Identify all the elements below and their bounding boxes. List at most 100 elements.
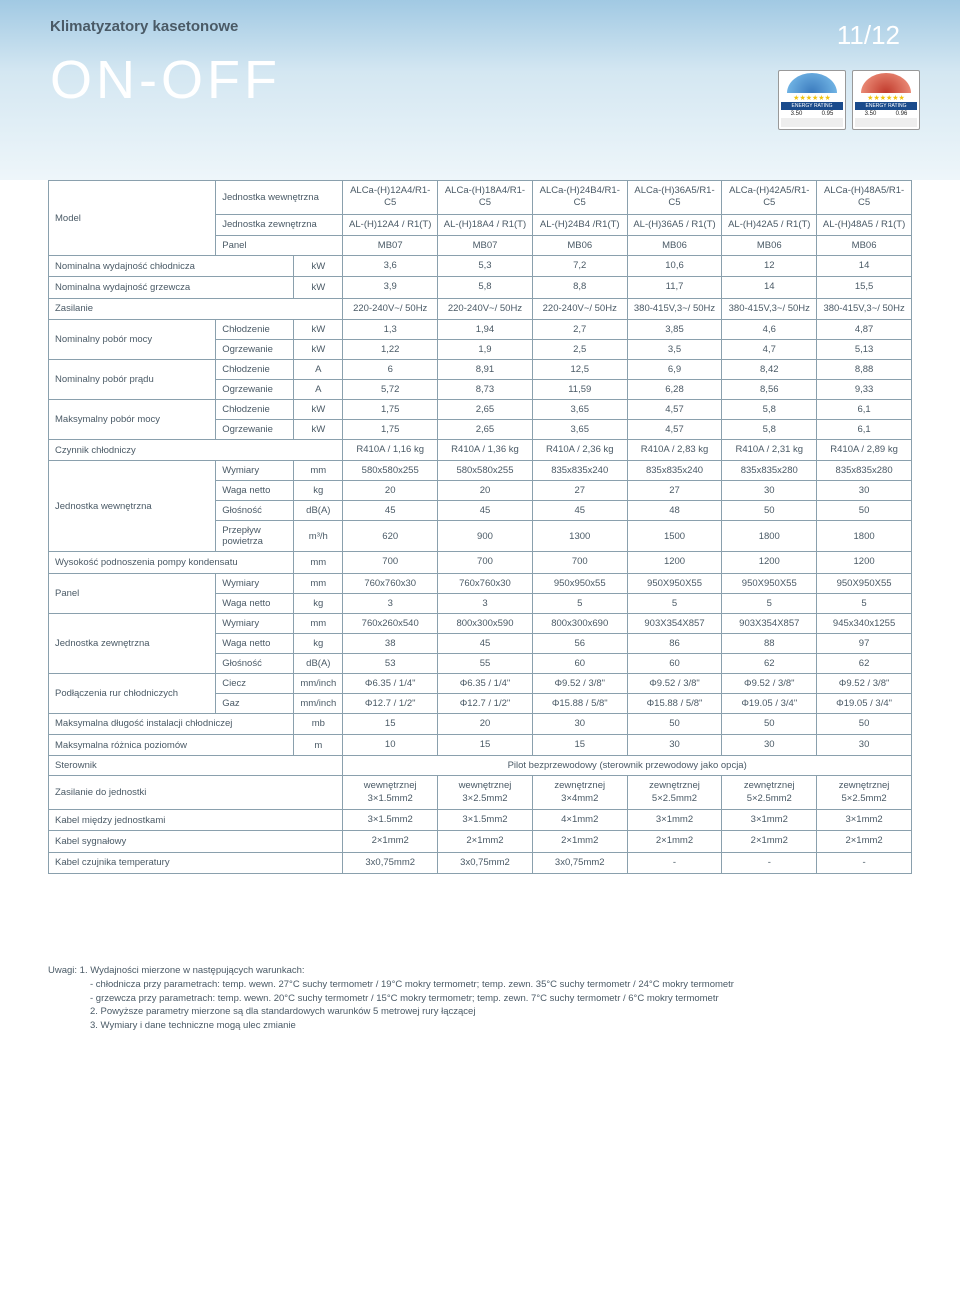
cell-value: 50 [722, 713, 817, 734]
model-outdoor: AL-(H)36A5 / R1(T) [627, 214, 722, 235]
table-row: Maksymalna różnica poziomówm101515303030 [49, 735, 912, 756]
cell-value: 56 [532, 633, 627, 653]
model-outdoor: AL-(H)18A4 / R1(T) [438, 214, 533, 235]
cell-value: 30 [532, 713, 627, 734]
cell-value: R410A / 2,89 kg [817, 440, 912, 461]
cell-value: 580x580x255 [343, 461, 438, 481]
row-unit: A [294, 380, 343, 400]
row-unit: kW [294, 277, 343, 298]
cell-value: 1200 [722, 552, 817, 573]
table-row: Wysokość podnoszenia pompy kondensatumm7… [49, 552, 912, 573]
cell-value: 5,3 [438, 256, 533, 277]
cell-value: 2×1mm2 [343, 831, 438, 852]
row-label: Sterownik [49, 756, 343, 776]
table-row: SterownikPilot bezprzewodowy (sterownik … [49, 756, 912, 776]
cell-value: 8,42 [722, 360, 817, 380]
table-row: Nominalna wydajność grzewczakW3,95,88,81… [49, 277, 912, 298]
row-unit: mm/inch [294, 673, 343, 693]
row-sublabel: Chłodzenie [216, 400, 294, 420]
row-sublabel: Przepływ powietrza [216, 521, 294, 552]
cell-value: 20 [438, 481, 533, 501]
cell-value: 7,2 [532, 256, 627, 277]
cell-value: 10,6 [627, 256, 722, 277]
table-row: Zasilanie do jednostkiwewnętrznej 3×1.5m… [49, 776, 912, 810]
cell-value: 1,3 [343, 320, 438, 340]
cell-value: Φ6.35 / 1/4" [343, 673, 438, 693]
row-sublabel: Chłodzenie [216, 320, 294, 340]
table-row: PanelWymiarymm760x760x30760x760x30950x95… [49, 573, 912, 593]
row-unit: kW [294, 400, 343, 420]
table-row: Kabel czujnika temperatury3x0,75mm23x0,7… [49, 852, 912, 873]
row-sublabel: Głośność [216, 501, 294, 521]
row-sublabel: Wymiary [216, 573, 294, 593]
cell-value: 5,8 [722, 400, 817, 420]
row-sublabel: Wymiary [216, 461, 294, 481]
cell-value: 14 [722, 277, 817, 298]
cell-value: 2×1mm2 [532, 831, 627, 852]
cell-value: 220-240V~/ 50Hz [438, 298, 533, 319]
cell-value: wewnętrznej 3×2.5mm2 [438, 776, 533, 810]
cell-value: 903X354X857 [722, 613, 817, 633]
cell-value: 5,72 [343, 380, 438, 400]
model-indoor: ALCa-(H)24B4/R1-C5 [532, 181, 627, 215]
cell-value: 2×1mm2 [817, 831, 912, 852]
cell-value: 950X950X55 [627, 573, 722, 593]
cell-value: 5,8 [438, 277, 533, 298]
cell-value: 835x835x280 [722, 461, 817, 481]
row-span-value: Pilot bezprzewodowy (sterownik przewodow… [343, 756, 912, 776]
cell-value: 900 [438, 521, 533, 552]
cell-value: - [817, 852, 912, 873]
cell-value: 1,22 [343, 340, 438, 360]
cell-value: 4,7 [722, 340, 817, 360]
row-label: Nominalny pobór mocy [49, 320, 216, 360]
row-unit: mb [294, 713, 343, 734]
cell-value: 1,75 [343, 400, 438, 420]
cell-value: 15 [438, 735, 533, 756]
cell-value: 9,33 [817, 380, 912, 400]
energy-badge-cool: ★★★★★★ ENERGY RATING 3.500.95 [778, 70, 846, 130]
cell-value: 3,9 [343, 277, 438, 298]
cell-value: 950X950X55 [817, 573, 912, 593]
cell-value: 30 [817, 735, 912, 756]
cell-value: 15,5 [817, 277, 912, 298]
cell-value: Φ15.88 / 5/8" [532, 693, 627, 713]
cell-value: 760x760x30 [438, 573, 533, 593]
cell-value: zewnętrznej 3×4mm2 [532, 776, 627, 810]
cell-value: 700 [438, 552, 533, 573]
cell-value: 2×1mm2 [722, 831, 817, 852]
cell-value: 3×1mm2 [817, 810, 912, 831]
cell-value: wewnętrznej 3×1.5mm2 [343, 776, 438, 810]
cell-value: 5 [817, 593, 912, 613]
model-outdoor: AL-(H)42A5 / R1(T) [722, 214, 817, 235]
page-header: Klimatyzatory kasetonowe ON-OFF 11/12 ★★… [0, 0, 960, 180]
cell-value: 220-240V~/ 50Hz [532, 298, 627, 319]
spec-table: ModelJednostka wewnętrznaALCa-(H)12A4/R1… [48, 180, 912, 874]
cell-value: Φ19.05 / 3/4" [722, 693, 817, 713]
cell-value: 760x260x540 [343, 613, 438, 633]
row-sublabel: Wymiary [216, 613, 294, 633]
badge-val: 3.50 [791, 111, 803, 117]
cell-value: 835x835x240 [532, 461, 627, 481]
model-panel: MB06 [817, 236, 912, 256]
cell-value: 2,5 [532, 340, 627, 360]
row-sublabel: Waga netto [216, 593, 294, 613]
cell-value: 27 [627, 481, 722, 501]
row-label: Jednostka zewnętrzna [216, 214, 343, 235]
row-sublabel: Waga netto [216, 633, 294, 653]
row-unit: kW [294, 420, 343, 440]
cell-value: 2,65 [438, 420, 533, 440]
badge-val: 3.50 [865, 111, 877, 117]
cell-value: 10 [343, 735, 438, 756]
notes-line: 2. Powyższe parametry mierzone są dla st… [48, 1005, 912, 1019]
table-row: Czynnik chłodniczyR410A / 1,16 kgR410A /… [49, 440, 912, 461]
cell-value: 1,9 [438, 340, 533, 360]
row-unit: mm [294, 552, 343, 573]
cell-value: 3×1mm2 [627, 810, 722, 831]
page-number: 11/12 [837, 20, 900, 51]
cell-value: 30 [722, 481, 817, 501]
cell-value: 1800 [722, 521, 817, 552]
cell-value: 1200 [627, 552, 722, 573]
model-panel: MB07 [343, 236, 438, 256]
cell-value: 8,8 [532, 277, 627, 298]
row-label: Maksymalna długość instalacji chłodnicze… [49, 713, 294, 734]
